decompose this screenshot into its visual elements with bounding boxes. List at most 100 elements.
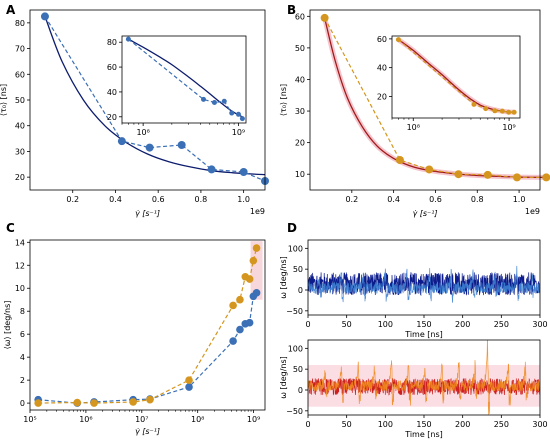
data-point-orange	[34, 399, 42, 407]
data-point	[483, 106, 489, 112]
y-tick-label: 4	[20, 353, 25, 362]
trace-group	[308, 340, 540, 415]
y-tick-label: 20	[107, 113, 117, 122]
x-tick-label: 0.2	[345, 195, 358, 204]
data-point	[40, 12, 49, 21]
data-point-orange	[129, 398, 137, 406]
data-point	[492, 108, 498, 114]
y-tick-label: −50	[286, 407, 303, 416]
y-tick-label: 0	[20, 399, 25, 408]
x-tick-label: 300	[532, 420, 547, 429]
x-offset-label: 1e9	[250, 207, 265, 216]
data-point	[239, 168, 248, 176]
x-tick-label: 150	[416, 420, 431, 429]
y-tick-label: 40	[15, 122, 25, 131]
x-tick-label: 10⁹	[502, 123, 515, 132]
x-tick-label: 10⁷	[135, 415, 148, 424]
y-tick-label: 80	[107, 38, 117, 47]
data-point	[395, 37, 401, 43]
x-axis-label: γ̇ [s⁻¹]	[135, 427, 160, 436]
y-tick-label: 30	[295, 107, 305, 116]
y-axis-label: ⟨τ₀⟩ [ns]	[0, 84, 8, 116]
y-tick-label: 60	[295, 12, 305, 21]
trace-light	[308, 340, 540, 415]
x-axis-label: γ̇ [s⁻¹]	[412, 209, 437, 218]
y-tick-label: 10	[295, 170, 305, 179]
inset-background	[122, 36, 246, 123]
data-point	[177, 141, 186, 149]
x-tick-label: 0	[305, 420, 310, 429]
data-point-blue	[229, 337, 237, 345]
data-point	[511, 109, 517, 115]
data-point	[239, 116, 245, 122]
x-tick-label: 0	[305, 320, 310, 329]
y-tick-label: 14	[15, 238, 25, 247]
y-tick-label: 10	[15, 284, 25, 293]
data-point-orange	[236, 295, 244, 304]
x-tick-label: 10⁶	[79, 415, 92, 424]
y-axis-label: ⟨τ₀⟩ [ns]	[279, 84, 288, 116]
data-point	[425, 165, 434, 174]
y-tick-label: 40	[295, 75, 305, 84]
y-tick-label: 0	[298, 386, 303, 395]
y-tick-label: 12	[15, 261, 25, 270]
x-tick-label: 10⁸	[136, 128, 149, 137]
trace-dark	[308, 377, 540, 396]
data-point-blue	[236, 325, 244, 334]
panel-label: D	[287, 221, 297, 235]
data-point	[542, 173, 550, 182]
y-tick-label: 40	[107, 88, 117, 97]
data-point-orange	[249, 256, 258, 265]
y-tick-label: 6	[20, 330, 25, 339]
x-tick-label: 10⁸	[407, 123, 420, 132]
data-point-orange	[252, 244, 261, 252]
x-tick-label: 10⁹	[247, 415, 260, 424]
data-point-blue	[245, 318, 254, 327]
x-tick-label: 0.8	[471, 195, 484, 204]
x-tick-label: 100	[378, 320, 393, 329]
x-tick-label: 0.6	[152, 195, 165, 204]
y-tick-label: 20	[15, 173, 25, 182]
data-point	[483, 170, 492, 179]
panel-label: B	[287, 3, 296, 17]
highlight-band	[250, 241, 263, 300]
y-tick-label: 100	[288, 344, 303, 353]
x-tick-label: 1.0	[237, 195, 250, 204]
x-tick-label: 10⁵	[23, 415, 36, 424]
data-point	[145, 143, 154, 152]
data-point-orange	[90, 399, 98, 407]
x-tick-label: 100	[378, 420, 393, 429]
x-tick-label: 0.4	[109, 195, 122, 204]
data-point	[201, 96, 207, 102]
y-tick-label: −50	[286, 307, 303, 316]
y-tick-label: 60	[377, 35, 387, 44]
y-tick-label: 70	[15, 45, 25, 54]
data-point-orange	[229, 301, 237, 310]
x-tick-label: 10⁸	[191, 415, 204, 424]
data-point	[395, 156, 404, 164]
data-point	[211, 99, 217, 105]
panel-b: 0.2 0.4 0.6 0.8 1.0 10 20 30 40 50 60 1e9 γ̇ [s⁻¹] ⟨τ…	[279, 3, 550, 218]
x-tick-label: 0.2	[66, 195, 79, 204]
axes-frame	[391, 35, 521, 119]
data-point-orange	[146, 395, 154, 404]
data-point	[229, 110, 235, 116]
y-tick-label: 60	[107, 63, 117, 72]
panel-c: 10⁵ 10⁶ 10⁷ 10⁸ 10⁹ 0 2 4 6 8 10 12 14 γ̇ [s⁻¹] ⟨ω⟩ [d…	[3, 221, 266, 436]
data-point	[235, 111, 241, 117]
data-point-blue	[252, 289, 261, 297]
x-tick-label: 0.6	[429, 195, 442, 204]
x-tick-label: 300	[532, 320, 547, 329]
y-tick-label: 30	[15, 147, 25, 156]
x-tick-label: 10⁹	[232, 128, 245, 137]
y-tick-label: 50	[15, 96, 25, 105]
x-tick-label: 50	[342, 320, 352, 329]
data-point	[454, 170, 463, 179]
series-line-blue	[38, 292, 258, 404]
x-tick-label: 250	[494, 420, 509, 429]
data-point-orange	[245, 275, 254, 283]
panel-a: 0.2 0.4 0.6 0.8 1.0 20 30 40 50 60 70 80 1e9 γ̇ [s⁻¹]…	[0, 3, 269, 218]
data-point	[499, 108, 505, 114]
